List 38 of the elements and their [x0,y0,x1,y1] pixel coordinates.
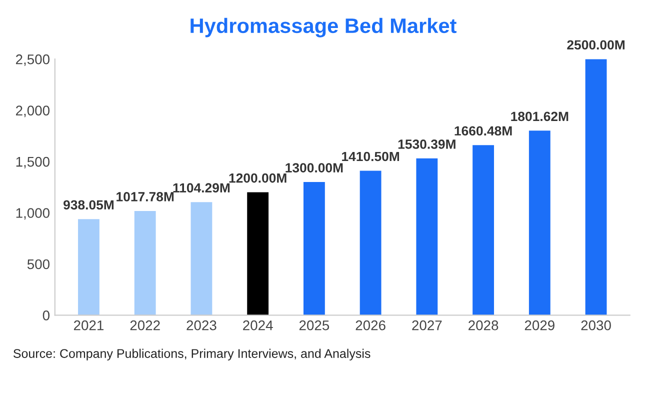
data-label: 1410.50M [342,152,400,162]
x-tick-label: 2024 [243,320,273,330]
data-label: 938.05M [64,200,114,210]
data-label: 1530.39M [398,140,456,149]
data-label: 2500.00M [567,40,624,50]
x-tick-label: 2027 [412,320,442,330]
data-label: 1660.48M [454,126,512,136]
x-tick-label: 2025 [299,320,330,330]
x-tick-label: 2023 [186,320,216,330]
bar [472,145,494,316]
x-tick-label: 2022 [130,320,160,330]
bar [190,202,212,316]
source-note: Source: Company Publications, Primary Interviews, and Analysis [13,348,370,360]
bar [303,182,325,316]
bar [585,59,607,316]
bar [247,192,269,316]
y-tick-label: 2,500 [16,54,50,66]
data-label: 1200.00M [229,173,286,183]
x-tick-label: 2028 [468,320,498,330]
data-label: 1017.78M [116,192,174,202]
y-tick-label: 0 [42,310,50,320]
y-tick-label: 1,500 [16,156,50,168]
data-label: 1801.62M [511,112,568,122]
y-tick-label: 500 [27,259,50,270]
x-tick-label: 2026 [356,320,386,330]
bar [528,130,550,316]
y-tick-label: 1,000 [16,208,50,220]
y-tick-label: 2,000 [16,106,50,118]
x-tick-label: 2029 [524,320,554,330]
bar [416,158,438,316]
bar [360,170,382,316]
bar [78,219,100,316]
chart-title: Hydromassage Bed Market [190,18,456,38]
data-label: 1300.00M [286,163,343,172]
bar [134,210,156,316]
data-label: 1104.29M [173,183,230,193]
x-tick-label: 2030 [581,320,611,330]
x-tick-label: 2021 [74,320,104,330]
